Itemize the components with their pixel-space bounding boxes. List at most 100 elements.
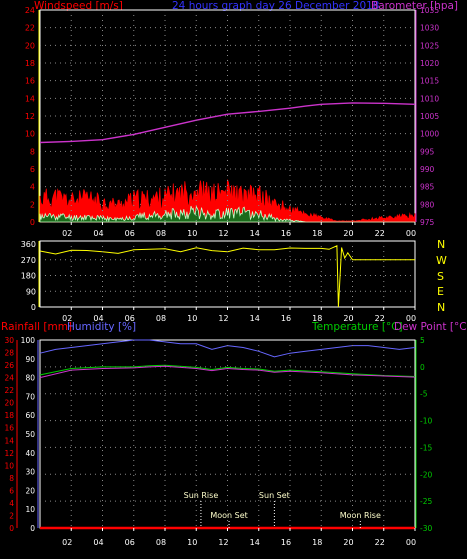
dewpoint-axis-title: Dew Point [°C] <box>394 321 467 333</box>
temperature-tick-label: -5 <box>420 390 428 399</box>
windspeed-tick-label: 24 <box>25 6 35 15</box>
rainfall-tick-label: 16 <box>4 424 14 433</box>
windspeed-tick-label: 16 <box>25 77 35 86</box>
chart-marks: 0246810121416182022249759809859909951000… <box>4 6 439 547</box>
x-tick-label: 18 <box>312 229 322 238</box>
barometer-axis-title: Barometer [hpa] <box>371 0 458 12</box>
windspeed-tick-label: 4 <box>30 183 35 192</box>
direction-tick-label: 360 <box>21 240 36 249</box>
humidity-tick-label: 20 <box>25 486 35 495</box>
rainfall-tick-label: 30 <box>4 336 14 345</box>
x-tick-label: 12 <box>218 538 228 547</box>
temperature-axis-title: Temperature [°C] <box>311 321 403 333</box>
event-label: Sun Rise <box>184 491 219 500</box>
temperature-tick-label: -20 <box>420 470 432 479</box>
barometer-tick-label: 1035 <box>420 6 439 15</box>
direction-tick-label: 90 <box>26 287 36 296</box>
x-tick-label: 14 <box>250 229 260 238</box>
direction-tick-label: 270 <box>21 256 36 265</box>
windspeed-tick-label: 2 <box>30 200 35 209</box>
humidity-tick-label: 70 <box>25 392 35 401</box>
rainfall-tick-label: 10 <box>4 461 14 470</box>
rainfall-tick-label: 22 <box>4 386 14 395</box>
x-tick-label: 06 <box>125 538 135 547</box>
barometer-series <box>39 102 416 144</box>
rainfall-tick-label: 20 <box>4 399 14 408</box>
compass-n-bottom: N <box>437 301 445 314</box>
x-tick-label: 08 <box>156 229 166 238</box>
x-tick-label: 00 <box>406 314 416 323</box>
temperature-tick-label: 5 <box>420 336 425 345</box>
x-tick-label: 18 <box>312 314 322 323</box>
humidity-tick-label: 100 <box>21 336 36 345</box>
rainfall-tick-label: 12 <box>4 449 14 458</box>
wind-direction-series <box>39 245 415 308</box>
rainfall-tick-label: 28 <box>4 349 14 358</box>
humidity-tick-label: 90 <box>25 355 35 364</box>
compass-n-top: N <box>437 238 445 251</box>
x-tick-label: 02 <box>62 229 72 238</box>
x-tick-label: 04 <box>93 314 103 323</box>
windspeed-tick-label: 14 <box>25 94 35 103</box>
windspeed-tick-label: 8 <box>30 147 35 156</box>
wind-average-series <box>39 205 415 223</box>
x-tick-label: 14 <box>250 314 260 323</box>
x-tick-label: 10 <box>187 538 197 547</box>
x-tick-label: 10 <box>187 314 197 323</box>
x-tick-label: 14 <box>250 538 260 547</box>
barometer-tick-label: 1015 <box>420 77 439 86</box>
x-tick-label: 20 <box>343 538 353 547</box>
humidity-tick-label: 30 <box>25 468 35 477</box>
temperature-tick-label: -30 <box>420 524 432 533</box>
rainfall-tick-label: 2 <box>9 511 14 520</box>
x-tick-label: 02 <box>62 314 72 323</box>
temperature-tick-label: -10 <box>420 417 432 426</box>
humidity-series <box>39 339 416 358</box>
rainfall-tick-label: 24 <box>4 374 14 383</box>
rainfall-tick-label: 18 <box>4 411 14 420</box>
x-tick-label: 20 <box>343 314 353 323</box>
x-tick-label: 16 <box>281 314 291 323</box>
x-tick-label: 04 <box>93 229 103 238</box>
barometer-tick-label: 1030 <box>420 24 439 33</box>
x-tick-label: 20 <box>343 229 353 238</box>
barometer-tick-label: 980 <box>420 200 435 209</box>
x-tick-label: 08 <box>156 538 166 547</box>
direction-tick-label: 180 <box>21 272 36 281</box>
x-tick-label: 12 <box>218 314 228 323</box>
direction-tick-label: 0 <box>31 303 36 312</box>
x-tick-label: 02 <box>62 538 72 547</box>
rainfall-tick-label: 4 <box>9 499 14 508</box>
temperature-tick-label: -25 <box>420 497 432 506</box>
rainfall-tick-label: 6 <box>9 486 14 495</box>
event-label: Moon Rise <box>340 511 381 520</box>
barometer-tick-label: 990 <box>420 165 435 174</box>
x-tick-label: 00 <box>406 229 416 238</box>
rainfall-tick-label: 14 <box>4 436 14 445</box>
x-tick-label: 04 <box>93 538 103 547</box>
humidity-tick-label: 0 <box>30 524 35 533</box>
x-tick-label: 08 <box>156 314 166 323</box>
x-tick-label: 10 <box>187 229 197 238</box>
x-tick-label: 22 <box>375 229 385 238</box>
barometer-tick-label: 995 <box>420 147 435 156</box>
x-tick-label: 18 <box>312 538 322 547</box>
x-tick-label: 22 <box>375 538 385 547</box>
barometer-tick-label: 1000 <box>420 130 439 139</box>
temperature-tick-label: -15 <box>420 443 432 452</box>
x-tick-label: 16 <box>281 229 291 238</box>
windspeed-tick-label: 12 <box>25 112 35 121</box>
windspeed-tick-label: 18 <box>25 59 35 68</box>
dewpoint-series <box>39 365 416 379</box>
barometer-tick-label: 1010 <box>420 94 439 103</box>
rainfall-tick-label: 8 <box>9 474 14 483</box>
humidity-tick-label: 80 <box>25 374 35 383</box>
temperature-tick-label: 0 <box>420 363 425 372</box>
event-label: Moon Set <box>210 511 247 520</box>
humidity-tick-label: 60 <box>25 411 35 420</box>
x-tick-label: 12 <box>218 229 228 238</box>
x-tick-label: 06 <box>125 314 135 323</box>
x-tick-label: 06 <box>125 229 135 238</box>
compass-w: W <box>436 254 447 267</box>
